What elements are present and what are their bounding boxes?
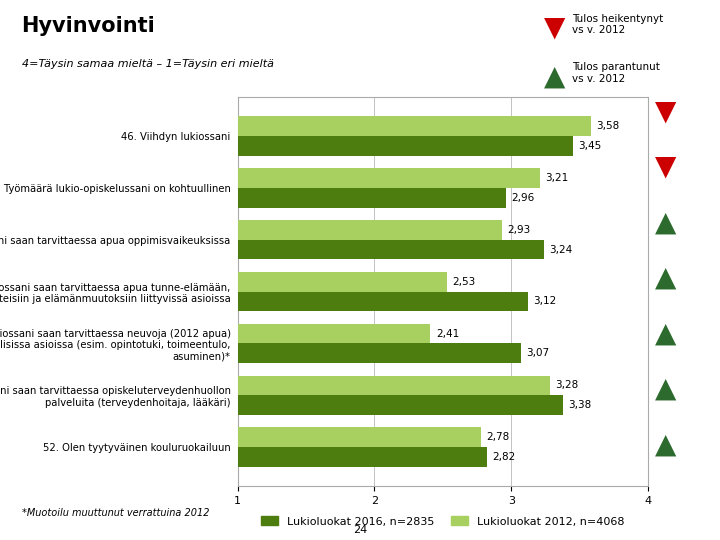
Text: Tulos parantunut
vs v. 2012: Tulos parantunut vs v. 2012 bbox=[572, 62, 660, 84]
Bar bbox=[238, 447, 487, 467]
Text: 3,45: 3,45 bbox=[578, 141, 601, 151]
Text: 2,53: 2,53 bbox=[452, 277, 476, 287]
Text: 3,28: 3,28 bbox=[555, 381, 578, 390]
Text: ▼: ▼ bbox=[655, 153, 677, 180]
Text: 2,93: 2,93 bbox=[507, 225, 531, 235]
Text: 2,78: 2,78 bbox=[487, 433, 510, 442]
Text: 3,58: 3,58 bbox=[596, 122, 619, 131]
Text: 3,38: 3,38 bbox=[569, 400, 592, 410]
Text: ▲: ▲ bbox=[655, 319, 677, 347]
Bar bbox=[238, 272, 447, 292]
Text: Tulos heikentynyt
vs v. 2012: Tulos heikentynyt vs v. 2012 bbox=[572, 14, 664, 35]
Bar bbox=[238, 343, 521, 363]
Bar bbox=[238, 168, 540, 188]
Text: *Muotoilu muuttunut verrattuina 2012: *Muotoilu muuttunut verrattuina 2012 bbox=[22, 508, 209, 518]
Bar bbox=[238, 136, 573, 156]
Bar bbox=[238, 220, 502, 240]
Text: ▲: ▲ bbox=[655, 264, 677, 292]
Text: 3,24: 3,24 bbox=[549, 245, 572, 254]
Text: 24: 24 bbox=[353, 524, 367, 535]
Bar bbox=[238, 292, 528, 311]
Text: ▲: ▲ bbox=[655, 375, 677, 403]
Text: 2,96: 2,96 bbox=[511, 193, 534, 202]
Bar bbox=[238, 395, 563, 415]
Text: 3,07: 3,07 bbox=[526, 348, 549, 358]
Bar bbox=[238, 376, 549, 395]
Text: ▼: ▼ bbox=[655, 97, 677, 125]
Text: ▲: ▲ bbox=[655, 208, 677, 236]
Text: 3,12: 3,12 bbox=[533, 296, 557, 306]
Text: ▲: ▲ bbox=[655, 430, 677, 458]
Text: ▲: ▲ bbox=[544, 62, 565, 90]
Legend: Lukioluokat 2016, n=2835, Lukioluokat 2012, n=4068: Lukioluokat 2016, n=2835, Lukioluokat 20… bbox=[257, 512, 629, 531]
Bar bbox=[238, 324, 431, 343]
Bar bbox=[238, 428, 481, 447]
Bar bbox=[238, 240, 544, 259]
Text: 3,21: 3,21 bbox=[545, 173, 569, 183]
Text: 4=Täysin samaa mieltä – 1=Täysin eri mieltä: 4=Täysin samaa mieltä – 1=Täysin eri mie… bbox=[22, 59, 274, 70]
Text: 2,82: 2,82 bbox=[492, 452, 516, 462]
Text: 2,41: 2,41 bbox=[436, 329, 459, 339]
Bar bbox=[238, 117, 590, 136]
Bar bbox=[238, 188, 505, 207]
Text: ▼: ▼ bbox=[544, 14, 565, 42]
Text: Hyvinvointi: Hyvinvointi bbox=[22, 16, 156, 36]
